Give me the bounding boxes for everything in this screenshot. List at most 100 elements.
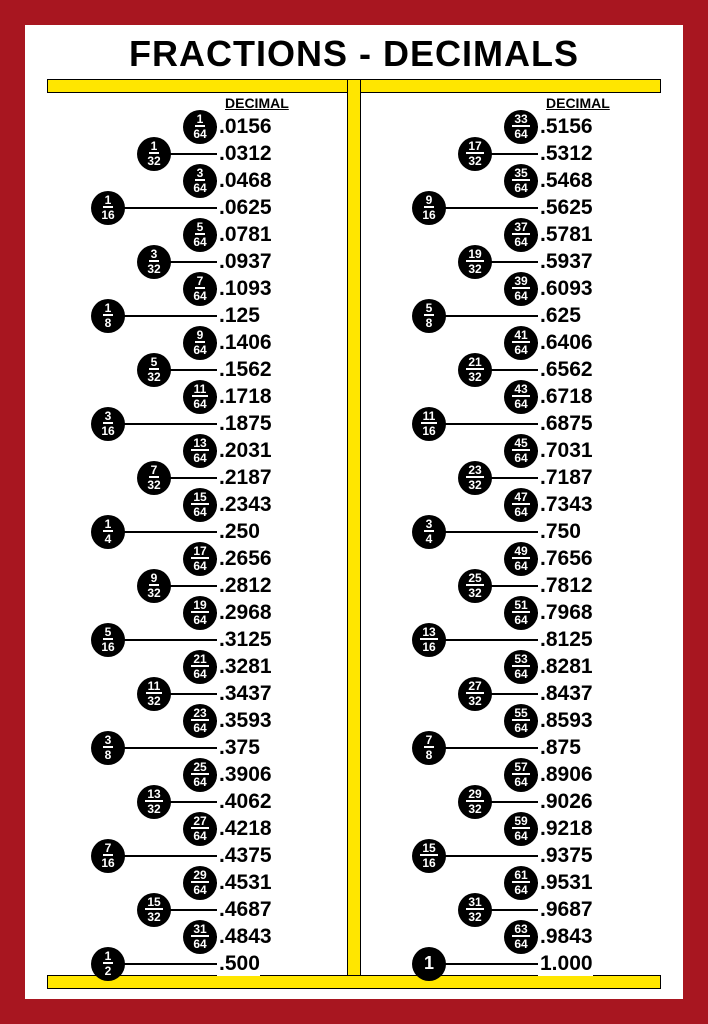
fraction-bubble: 1 <box>412 947 446 981</box>
fraction-denominator: 64 <box>193 505 206 518</box>
decimal-value: .5156 <box>538 115 593 139</box>
decimal-value: .2656 <box>217 547 272 571</box>
fraction-denominator: 32 <box>468 586 481 599</box>
fraction-row: 5964.9218 <box>354 815 661 842</box>
fraction-bubble: 4164 <box>504 326 538 360</box>
fraction-bubble: 38 <box>91 731 125 765</box>
decimal-value: .8593 <box>538 709 593 733</box>
fraction-bubble: 4964 <box>504 542 538 576</box>
fraction-numerator: 7 <box>195 275 206 289</box>
fraction-denominator: 32 <box>468 370 481 383</box>
fraction-bubble: 2732 <box>458 677 492 711</box>
connector-line <box>108 747 224 749</box>
fraction-bubble: 932 <box>137 569 171 603</box>
decimal-value: .3281 <box>217 655 272 679</box>
fraction-denominator: 64 <box>514 775 527 788</box>
fraction-row: 2564.3906 <box>47 761 354 788</box>
decimal-value: .875 <box>538 736 581 760</box>
fraction-numerator: 19 <box>466 248 483 262</box>
decimal-value: .7656 <box>538 547 593 571</box>
decimal-value: .1718 <box>217 385 272 409</box>
decimal-value: .125 <box>217 304 260 328</box>
fraction-row: 2132.6562 <box>354 356 661 383</box>
fraction-numerator: 23 <box>466 464 483 478</box>
fraction-row: 4364.6718 <box>354 383 661 410</box>
decimal-value: .0625 <box>217 196 272 220</box>
fraction-numerator: 27 <box>466 680 483 694</box>
fraction-denominator: 8 <box>426 316 433 329</box>
fraction-bubble: 2364 <box>183 704 217 738</box>
fraction-numerator: 1 <box>103 194 114 208</box>
fraction-row: 764.1093 <box>47 275 354 302</box>
fraction-numerator: 17 <box>191 545 208 559</box>
fraction-denominator: 8 <box>426 748 433 761</box>
rows-left: 164.0156132.0312364.0468116.0625564.0781… <box>47 113 354 973</box>
fraction-numerator: 9 <box>195 329 206 343</box>
fraction-bubble: 6164 <box>504 866 538 900</box>
connector-line <box>429 963 545 965</box>
fraction-denominator: 64 <box>514 667 527 680</box>
fraction-numerator: 3 <box>103 734 114 748</box>
fraction-row: 1764.2656 <box>47 545 354 572</box>
decimal-value: .9687 <box>538 898 593 922</box>
decimal-value: .6093 <box>538 277 593 301</box>
decimal-value: .0312 <box>217 142 272 166</box>
fraction-bubble: 916 <box>412 191 446 225</box>
fraction-numerator: 35 <box>512 167 529 181</box>
fraction-row: 6164.9531 <box>354 869 661 896</box>
fraction-bubble: 364 <box>183 164 217 198</box>
fraction-row: 3132.9687 <box>354 896 661 923</box>
fraction-numerator: 41 <box>512 329 529 343</box>
fraction-bubble: 1332 <box>137 785 171 819</box>
fraction-bubble: 564 <box>183 218 217 252</box>
fraction-numerator: 5 <box>195 221 206 235</box>
fraction-row: 5164.7968 <box>354 599 661 626</box>
fraction-bubble: 2964 <box>183 866 217 900</box>
fraction-denominator: 64 <box>193 775 206 788</box>
fraction-denominator: 64 <box>514 937 527 950</box>
decimal-value: .6718 <box>538 385 593 409</box>
fraction-bubble: 316 <box>91 407 125 441</box>
fraction-bubble: 3164 <box>183 920 217 954</box>
fraction-row: 564.0781 <box>47 221 354 248</box>
fraction-numerator: 9 <box>424 194 435 208</box>
fraction-numerator: 37 <box>512 221 529 235</box>
fraction-bubble: 516 <box>91 623 125 657</box>
decimal-value: .2031 <box>217 439 272 463</box>
chart-panel: FRACTIONS - DECIMALS DECIMAL 164.0156132… <box>25 25 683 999</box>
fraction-numerator: 21 <box>466 356 483 370</box>
fraction-bubble: 116 <box>91 191 125 225</box>
fraction-denominator: 64 <box>514 559 527 572</box>
decimal-value: .625 <box>538 304 581 328</box>
fraction-bubble: 1516 <box>412 839 446 873</box>
page-title: FRACTIONS - DECIMALS <box>25 25 683 81</box>
decimal-value: .750 <box>538 520 581 544</box>
fraction-denominator: 16 <box>422 208 435 221</box>
fraction-denominator: 64 <box>193 829 206 842</box>
fraction-denominator: 32 <box>147 262 160 275</box>
fraction-numerator: 1 <box>103 950 114 964</box>
decimal-value: .4375 <box>217 844 272 868</box>
decimal-value: 1.000 <box>538 952 593 976</box>
fraction-numerator: 59 <box>512 815 529 829</box>
fraction-denominator: 64 <box>193 937 206 950</box>
decimal-value: .9531 <box>538 871 593 895</box>
decimal-value: .5937 <box>538 250 593 274</box>
fraction-denominator: 32 <box>468 802 481 815</box>
fraction-row: 4764.7343 <box>354 491 661 518</box>
right-column: DECIMAL 3364.51561732.53123564.5468916.5… <box>354 95 661 973</box>
fraction-bubble: 5164 <box>504 596 538 630</box>
fraction-row: 78.875 <box>354 734 661 761</box>
connector-line <box>108 963 224 965</box>
fraction-numerator: 5 <box>424 302 435 316</box>
decimal-value: .3125 <box>217 628 272 652</box>
decimal-value: .1406 <box>217 331 272 355</box>
fraction-denominator: 64 <box>193 235 206 248</box>
fraction-denominator: 64 <box>193 721 206 734</box>
connector-line <box>429 747 545 749</box>
decimal-value: .2343 <box>217 493 272 517</box>
fraction-bubble: 2532 <box>458 569 492 603</box>
connector-line <box>429 531 545 533</box>
fraction-numerator: 43 <box>512 383 529 397</box>
decimal-value: .9843 <box>538 925 593 949</box>
